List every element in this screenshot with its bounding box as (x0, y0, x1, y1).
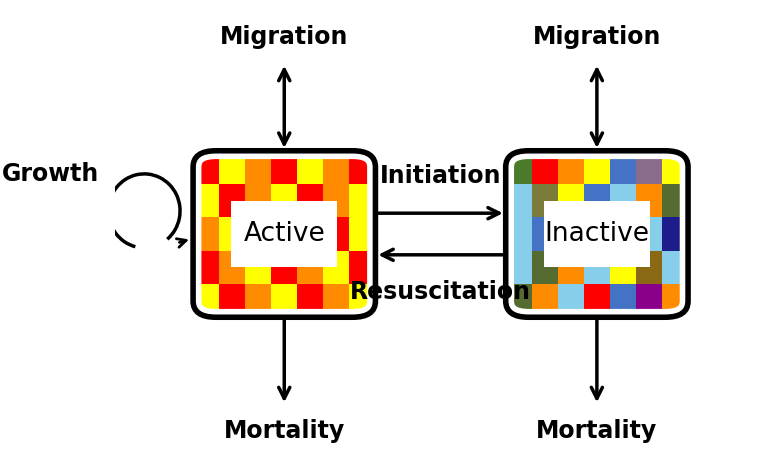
Bar (219, 151, 245, 184)
Bar (298, 184, 323, 217)
Bar (506, 284, 531, 317)
Bar (193, 251, 219, 284)
Bar (610, 184, 636, 217)
Bar (193, 217, 219, 251)
Bar (584, 251, 610, 284)
Bar (506, 184, 531, 217)
Text: Growth: Growth (2, 162, 98, 186)
Bar (558, 251, 584, 284)
Bar (506, 251, 531, 284)
Bar (193, 151, 219, 184)
Bar (531, 284, 558, 317)
Bar (610, 284, 636, 317)
Bar (323, 251, 349, 284)
Bar (662, 151, 688, 184)
Bar (610, 251, 636, 284)
Text: Mortality: Mortality (224, 419, 345, 443)
Bar (271, 251, 298, 284)
Bar (636, 151, 662, 184)
Bar (531, 217, 558, 251)
Bar (558, 151, 584, 184)
Bar (219, 184, 245, 217)
Bar (636, 251, 662, 284)
Bar (662, 217, 688, 251)
Bar (506, 217, 531, 251)
Bar (271, 184, 298, 217)
Bar (349, 217, 375, 251)
Bar (544, 201, 650, 267)
Bar (558, 284, 584, 317)
Bar (531, 151, 558, 184)
Bar (323, 284, 349, 317)
Text: Mortality: Mortality (536, 419, 657, 443)
Bar (662, 184, 688, 217)
Bar (636, 284, 662, 317)
Bar (245, 251, 271, 284)
Text: Active: Active (244, 221, 325, 247)
Bar (662, 251, 688, 284)
Bar (219, 251, 245, 284)
Bar (584, 217, 610, 251)
Text: Initiation: Initiation (380, 164, 501, 188)
Bar (245, 151, 271, 184)
Bar (193, 184, 219, 217)
Bar (349, 284, 375, 317)
Bar (610, 151, 636, 184)
Bar (245, 184, 271, 217)
Bar (323, 151, 349, 184)
Text: Migration: Migration (533, 25, 661, 49)
Bar (298, 151, 323, 184)
Bar (349, 151, 375, 184)
Bar (298, 284, 323, 317)
Bar (531, 251, 558, 284)
Text: Inactive: Inactive (544, 221, 649, 247)
Bar (245, 284, 271, 317)
Bar (558, 184, 584, 217)
Bar (323, 217, 349, 251)
Bar (219, 284, 245, 317)
Bar (349, 184, 375, 217)
Bar (271, 217, 298, 251)
Text: Resuscitation: Resuscitation (350, 280, 531, 304)
Bar (636, 184, 662, 217)
Bar (231, 201, 337, 267)
Bar (349, 251, 375, 284)
Bar (219, 217, 245, 251)
Bar (298, 251, 323, 284)
Bar (506, 151, 531, 184)
Bar (271, 151, 298, 184)
Bar (245, 217, 271, 251)
Bar (298, 217, 323, 251)
Bar (662, 284, 688, 317)
Text: Migration: Migration (220, 25, 348, 49)
Bar (271, 284, 298, 317)
Bar (531, 184, 558, 217)
Bar (584, 284, 610, 317)
Bar (558, 217, 584, 251)
Bar (323, 184, 349, 217)
Bar (584, 184, 610, 217)
Bar (193, 284, 219, 317)
Bar (610, 217, 636, 251)
Bar (636, 217, 662, 251)
Bar (584, 151, 610, 184)
